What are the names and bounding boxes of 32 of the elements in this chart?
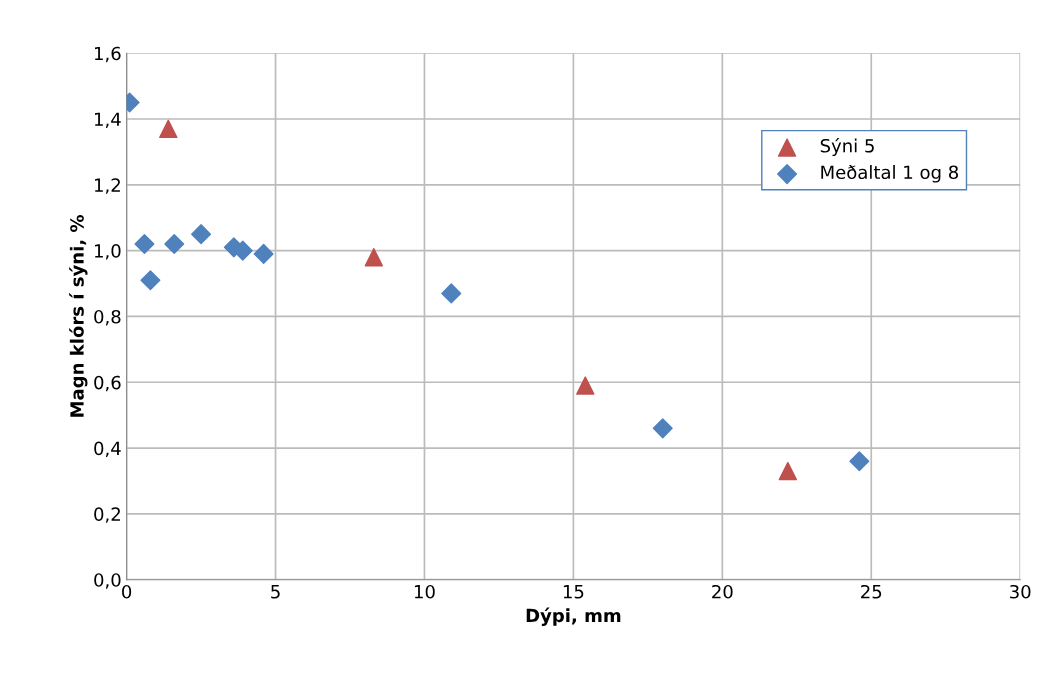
y-tick-label: 0,6 xyxy=(94,375,121,392)
point xyxy=(159,119,178,139)
y-tick-label: 0,4 xyxy=(94,441,121,458)
x-axis-title: Dýpi, mm xyxy=(526,607,621,626)
point xyxy=(134,234,155,255)
point xyxy=(364,248,384,267)
point xyxy=(778,461,798,481)
point xyxy=(191,224,212,245)
x-tick-label: 10 xyxy=(414,584,435,599)
x-tick-label: 30 xyxy=(1010,584,1031,599)
x-tick-label: 5 xyxy=(271,585,280,599)
point xyxy=(576,376,595,395)
y-tick-label: 0,8 xyxy=(94,309,121,326)
point xyxy=(164,234,185,255)
point xyxy=(652,418,673,439)
y-tick-label: 1,6 xyxy=(95,46,121,63)
y-tick-label: 0,2 xyxy=(94,507,120,523)
y-tick-label: 0,0 xyxy=(94,573,121,589)
y-tick-label: 1,0 xyxy=(95,244,121,260)
y-tick-label: 1,4 xyxy=(95,112,121,128)
point xyxy=(140,270,161,291)
x-tick-label: 25 xyxy=(861,584,882,599)
legend-label: Sýni 5 xyxy=(820,137,874,157)
y-axis-title: Magn klórs í sýni, % xyxy=(69,215,88,417)
point xyxy=(441,283,462,304)
x-tick-label: 0 xyxy=(122,584,132,599)
y-tick-label: 1,2 xyxy=(95,178,120,194)
x-tick-label: 20 xyxy=(712,584,733,599)
point xyxy=(849,451,870,472)
point xyxy=(253,243,274,264)
x-tick-label: 15 xyxy=(563,585,584,599)
legend-label: Meðaltal 1 og 8 xyxy=(821,165,959,183)
